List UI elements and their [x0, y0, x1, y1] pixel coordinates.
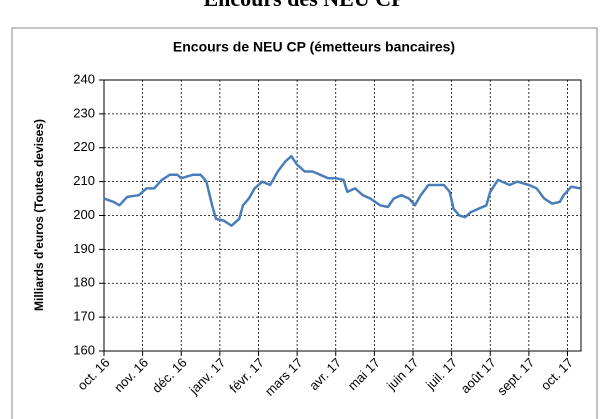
y-axis-label: Milliards d'euros (Toutes devises): [32, 119, 46, 311]
y-tick-label: 220: [73, 139, 95, 154]
y-tick-label: 230: [73, 105, 95, 120]
y-tick-label: 200: [73, 207, 95, 222]
y-tick-label: 210: [73, 173, 95, 188]
data-line: [103, 154, 581, 227]
y-tick-label: 180: [73, 275, 95, 290]
chart-title: Encours de NEU CP (émetteurs bancaires): [173, 39, 455, 55]
y-tick-label: 190: [73, 241, 95, 256]
plot-area: [103, 79, 582, 352]
y-tick-label: 160: [73, 342, 95, 357]
y-tick-label: 170: [73, 309, 95, 324]
chart-frame: [11, 27, 598, 419]
page-heading: Encours des NEU CP: [203, 0, 404, 11]
y-tick-label: 240: [73, 71, 95, 86]
